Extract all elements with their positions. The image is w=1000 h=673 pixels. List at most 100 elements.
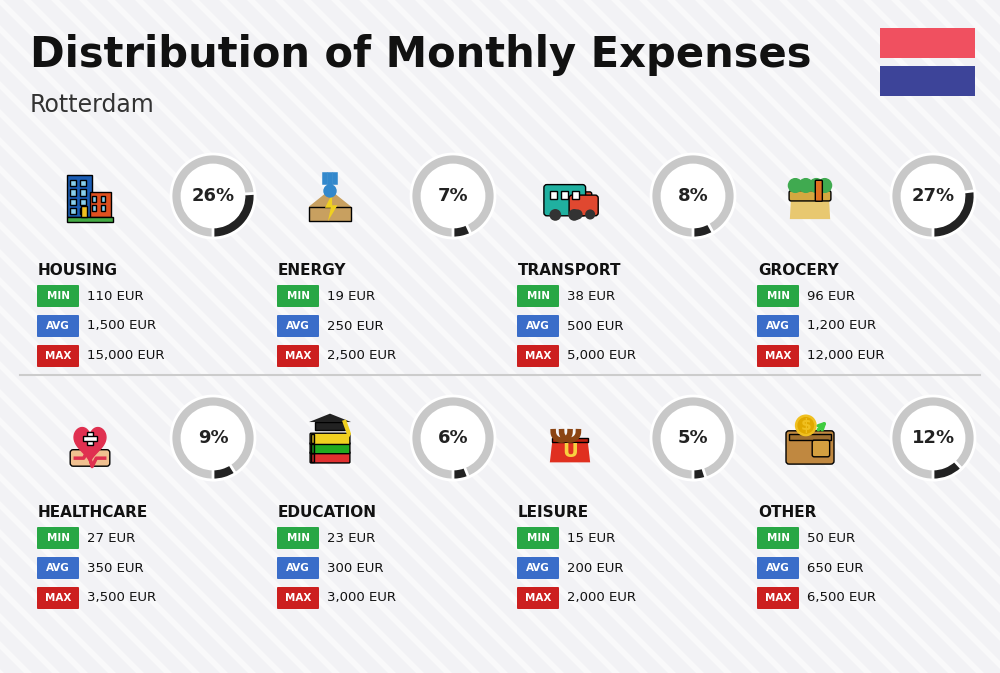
Text: MAX: MAX <box>285 351 311 361</box>
FancyBboxPatch shape <box>517 285 559 307</box>
Text: TRANSPORT: TRANSPORT <box>518 263 622 278</box>
Text: OTHER: OTHER <box>758 505 816 520</box>
Wedge shape <box>171 396 255 480</box>
Text: 9%: 9% <box>198 429 228 447</box>
Circle shape <box>809 178 824 193</box>
Wedge shape <box>651 396 735 480</box>
Text: 6,500 EUR: 6,500 EUR <box>807 592 876 604</box>
FancyBboxPatch shape <box>37 527 79 549</box>
Text: Rotterdam: Rotterdam <box>30 93 155 117</box>
FancyBboxPatch shape <box>81 206 87 217</box>
Polygon shape <box>309 190 351 221</box>
Circle shape <box>573 209 583 219</box>
Wedge shape <box>891 396 975 480</box>
FancyBboxPatch shape <box>92 196 96 202</box>
FancyBboxPatch shape <box>310 433 350 444</box>
Text: 1,500 EUR: 1,500 EUR <box>87 320 156 332</box>
Circle shape <box>797 417 814 434</box>
Text: AVG: AVG <box>286 563 310 573</box>
FancyBboxPatch shape <box>80 180 86 186</box>
Circle shape <box>817 178 832 193</box>
Text: 3,500 EUR: 3,500 EUR <box>87 592 156 604</box>
FancyBboxPatch shape <box>310 442 350 454</box>
Text: AVG: AVG <box>526 321 550 331</box>
Text: 250 EUR: 250 EUR <box>327 320 384 332</box>
Text: MAX: MAX <box>285 593 311 603</box>
Text: MIN: MIN <box>526 533 550 543</box>
Text: MIN: MIN <box>46 533 70 543</box>
FancyBboxPatch shape <box>80 208 86 214</box>
Text: MAX: MAX <box>45 593 71 603</box>
FancyBboxPatch shape <box>83 436 97 441</box>
Text: 6%: 6% <box>438 429 468 447</box>
Text: 200 EUR: 200 EUR <box>567 561 624 575</box>
Text: EDUCATION: EDUCATION <box>278 505 377 520</box>
Text: 38 EUR: 38 EUR <box>567 289 615 302</box>
Polygon shape <box>550 440 590 462</box>
FancyBboxPatch shape <box>561 191 568 199</box>
FancyBboxPatch shape <box>311 453 314 462</box>
FancyBboxPatch shape <box>573 192 592 203</box>
Text: 12%: 12% <box>911 429 955 447</box>
Circle shape <box>568 209 580 221</box>
Text: 2,500 EUR: 2,500 EUR <box>327 349 396 363</box>
FancyBboxPatch shape <box>80 189 86 196</box>
Text: ENERGY: ENERGY <box>278 263 347 278</box>
FancyBboxPatch shape <box>786 431 834 464</box>
Polygon shape <box>74 427 106 463</box>
Text: AVG: AVG <box>46 563 70 573</box>
Text: 12,000 EUR: 12,000 EUR <box>807 349 885 363</box>
Circle shape <box>422 407 484 469</box>
FancyBboxPatch shape <box>315 422 345 431</box>
FancyBboxPatch shape <box>517 557 559 579</box>
Circle shape <box>549 209 561 221</box>
FancyBboxPatch shape <box>87 431 93 445</box>
FancyBboxPatch shape <box>757 557 799 579</box>
Circle shape <box>182 165 244 227</box>
Text: 3,000 EUR: 3,000 EUR <box>327 592 396 604</box>
Text: 7%: 7% <box>438 187 468 205</box>
Text: GROCERY: GROCERY <box>758 263 839 278</box>
Text: MAX: MAX <box>525 351 551 361</box>
Text: MIN: MIN <box>526 291 550 301</box>
FancyBboxPatch shape <box>552 438 588 442</box>
FancyBboxPatch shape <box>277 285 319 307</box>
Text: $: $ <box>800 418 811 433</box>
Wedge shape <box>171 154 255 238</box>
Text: AVG: AVG <box>286 321 310 331</box>
Text: 350 EUR: 350 EUR <box>87 561 144 575</box>
FancyBboxPatch shape <box>67 217 113 222</box>
Text: MAX: MAX <box>765 593 791 603</box>
Text: 15 EUR: 15 EUR <box>567 532 615 544</box>
Text: 500 EUR: 500 EUR <box>567 320 624 332</box>
FancyBboxPatch shape <box>80 199 86 205</box>
FancyBboxPatch shape <box>90 192 111 217</box>
FancyBboxPatch shape <box>789 434 831 440</box>
FancyBboxPatch shape <box>70 450 110 466</box>
Text: 5%: 5% <box>678 429 708 447</box>
Circle shape <box>182 407 244 469</box>
Circle shape <box>323 184 337 198</box>
FancyBboxPatch shape <box>70 199 76 205</box>
FancyBboxPatch shape <box>277 557 319 579</box>
FancyBboxPatch shape <box>92 205 96 211</box>
Wedge shape <box>933 460 962 480</box>
FancyBboxPatch shape <box>517 587 559 609</box>
Circle shape <box>662 407 724 469</box>
FancyBboxPatch shape <box>757 587 799 609</box>
FancyBboxPatch shape <box>517 527 559 549</box>
FancyBboxPatch shape <box>757 345 799 367</box>
Text: 2,000 EUR: 2,000 EUR <box>567 592 636 604</box>
Text: MIN: MIN <box>767 291 790 301</box>
FancyBboxPatch shape <box>67 175 92 217</box>
FancyBboxPatch shape <box>569 195 598 216</box>
Text: 50 EUR: 50 EUR <box>807 532 855 544</box>
FancyBboxPatch shape <box>70 189 76 196</box>
FancyBboxPatch shape <box>880 28 975 58</box>
FancyBboxPatch shape <box>277 345 319 367</box>
Text: LEISURE: LEISURE <box>518 505 589 520</box>
FancyBboxPatch shape <box>310 452 350 463</box>
Text: 27 EUR: 27 EUR <box>87 532 135 544</box>
FancyBboxPatch shape <box>277 315 319 337</box>
FancyBboxPatch shape <box>70 180 76 186</box>
